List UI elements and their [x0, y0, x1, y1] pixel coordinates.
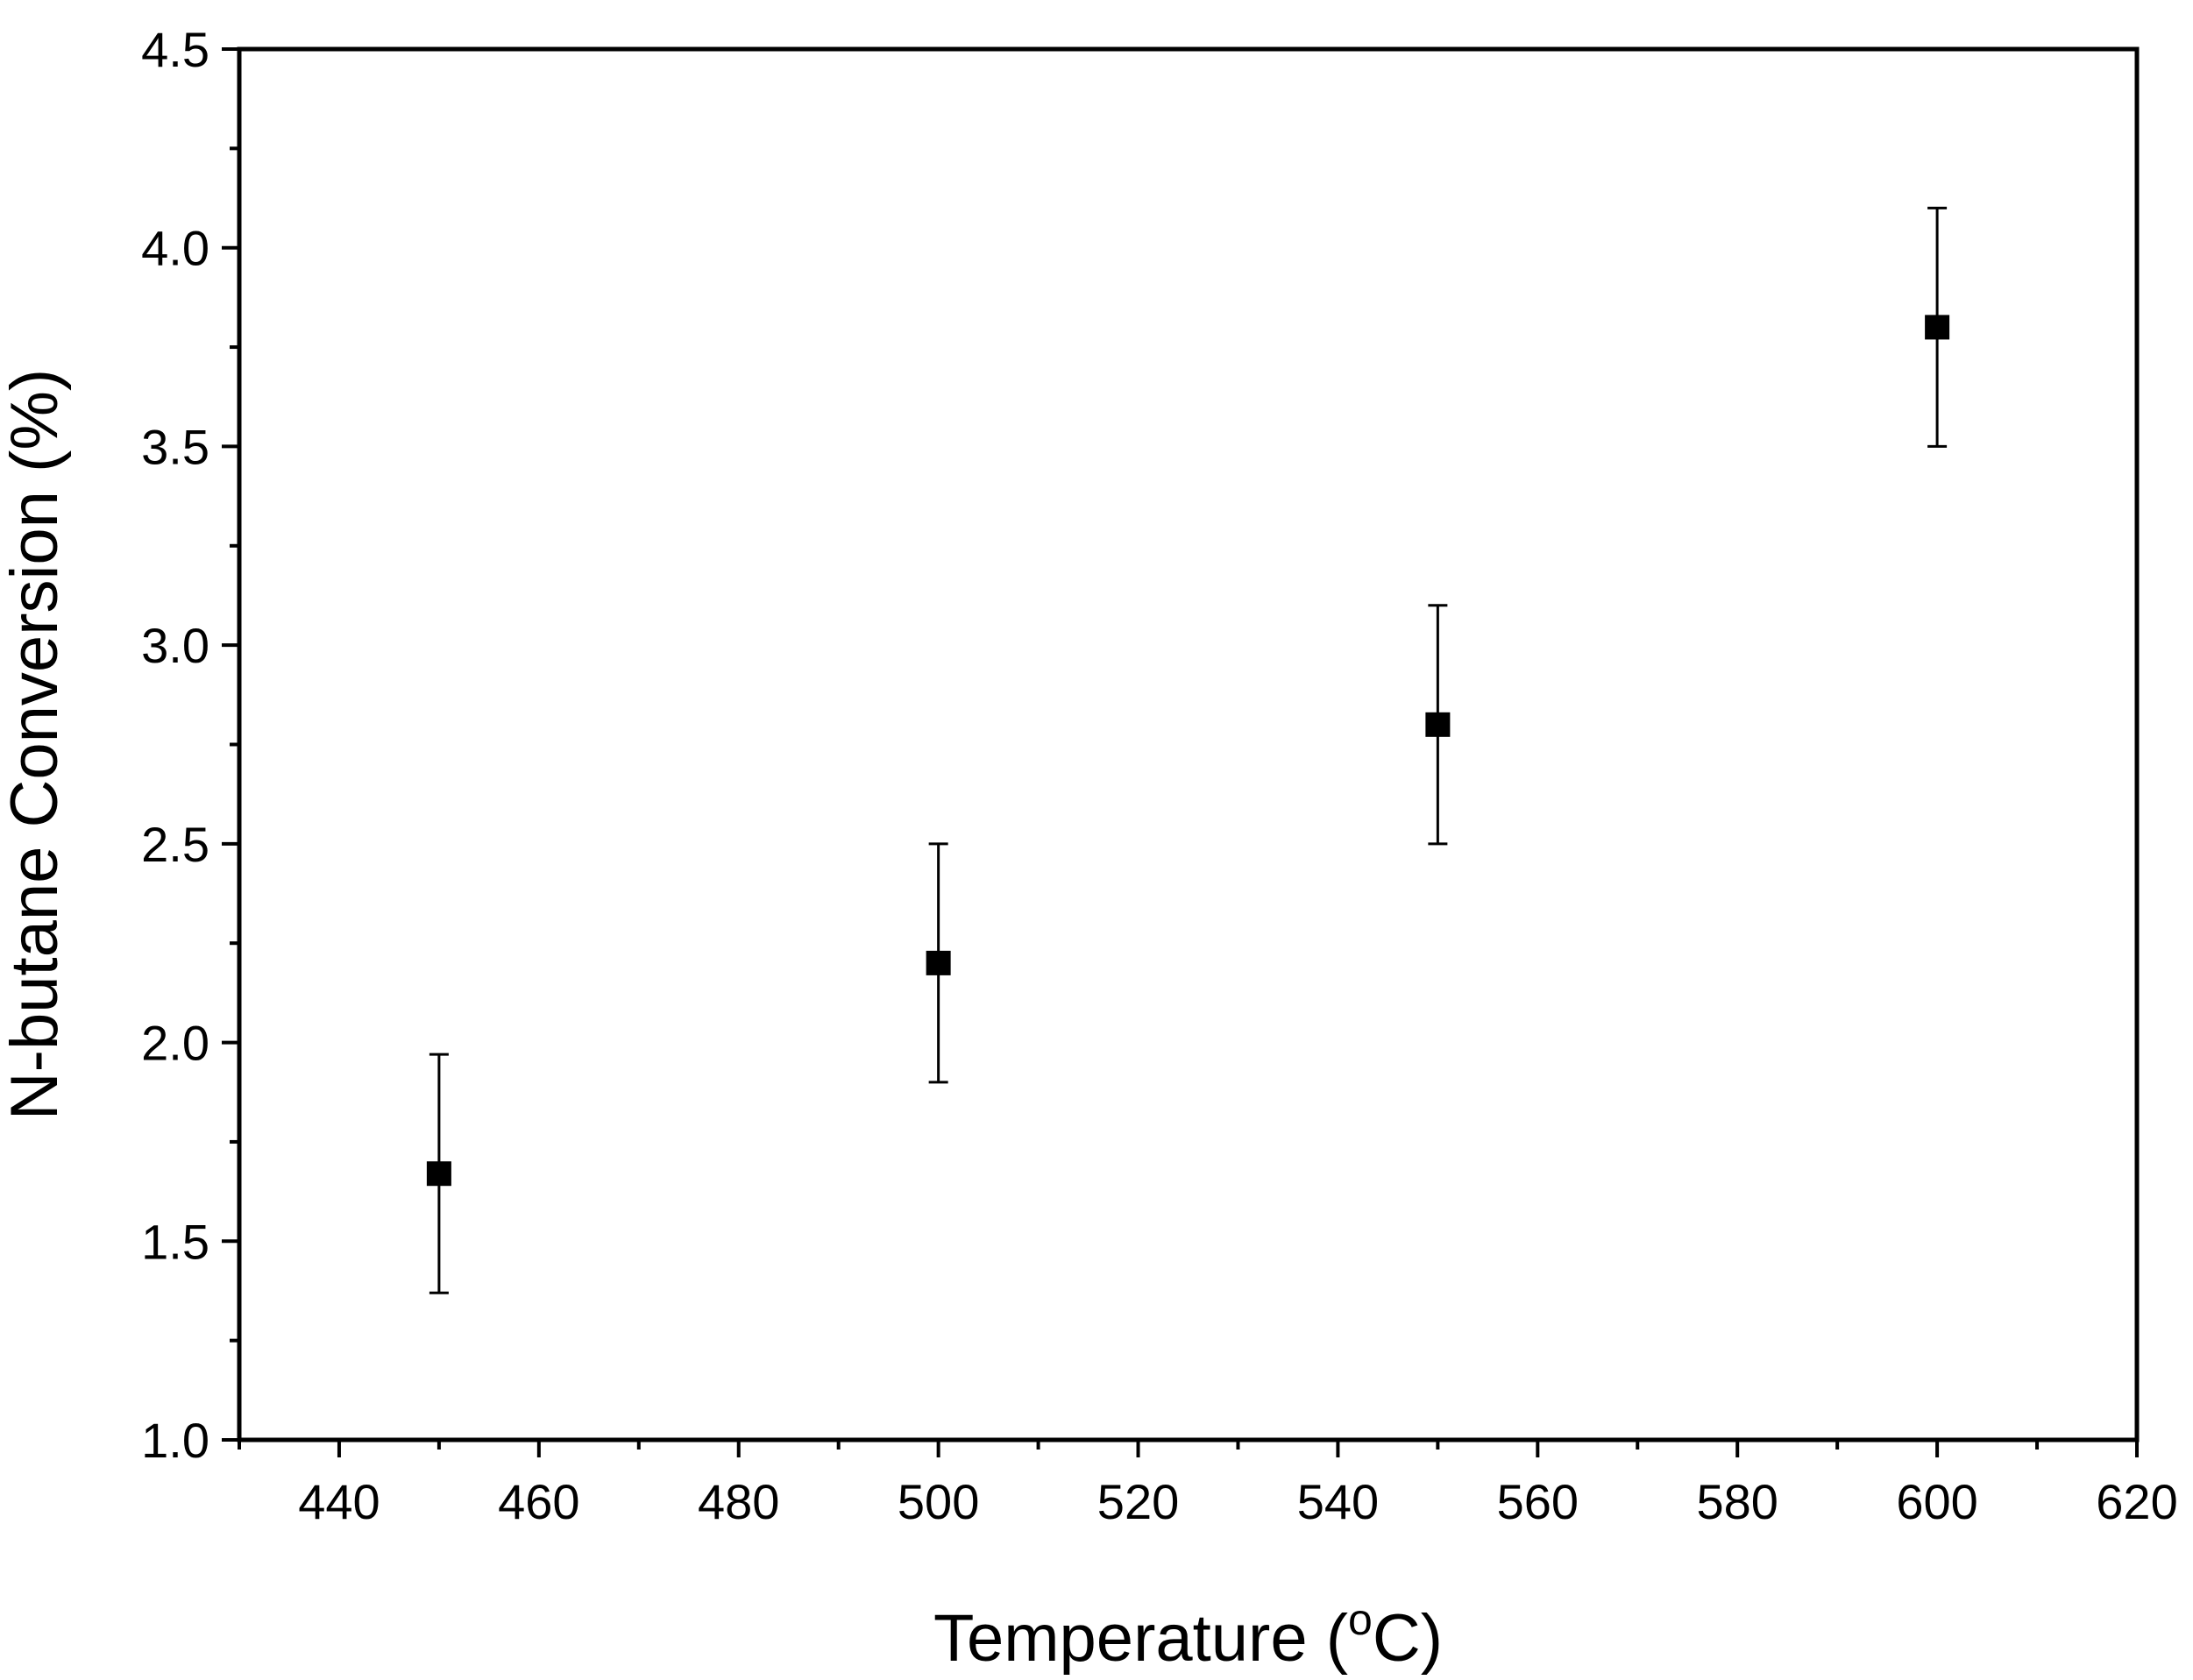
y-tick-label: 2.5 — [141, 817, 209, 872]
x-tick-label: 480 — [698, 1474, 779, 1529]
data-point-marker — [1925, 315, 1950, 340]
y-tick-label: 4.5 — [141, 22, 209, 77]
x-axis-title: Temperature (oC) — [933, 1595, 1443, 1676]
y-tick-label: 4.0 — [141, 221, 209, 276]
x-tick-label: 600 — [1896, 1474, 1977, 1529]
y-tick-label: 3.5 — [141, 419, 209, 474]
x-tick-label: 500 — [898, 1474, 979, 1529]
x-axis-title-main: Temperature ( — [933, 1601, 1348, 1676]
x-tick-label: 560 — [1497, 1474, 1579, 1529]
x-tick-label: 620 — [2096, 1474, 2177, 1529]
x-axis-title-superscript: o — [1348, 1595, 1373, 1644]
data-series — [426, 206, 1950, 1294]
y-tick-label: 2.0 — [141, 1016, 209, 1071]
data-point-marker — [926, 950, 951, 975]
x-tick-label: 540 — [1297, 1474, 1379, 1529]
x-tick-label: 580 — [1696, 1474, 1778, 1529]
y-tick-label: 1.5 — [141, 1214, 209, 1269]
axis-ticks — [222, 47, 2139, 1457]
data-point-marker — [1425, 712, 1451, 737]
plot-frame — [237, 46, 2140, 1443]
x-tick-label: 440 — [298, 1474, 380, 1529]
x-axis-title-unit: C) — [1373, 1601, 1443, 1676]
y-axis-title: N-butane Conversion (%) — [0, 369, 72, 1121]
x-tick-label: 460 — [498, 1474, 579, 1529]
axis-tick-labels: 440 460 480 500 520 540 560 580 600 620 1.0 1.5 2.0 2… — [141, 22, 2178, 1529]
y-tick-label: 3.0 — [141, 618, 209, 673]
x-tick-label: 520 — [1097, 1474, 1179, 1529]
y-tick-label: 1.0 — [141, 1413, 209, 1468]
data-point-marker — [426, 1161, 451, 1187]
